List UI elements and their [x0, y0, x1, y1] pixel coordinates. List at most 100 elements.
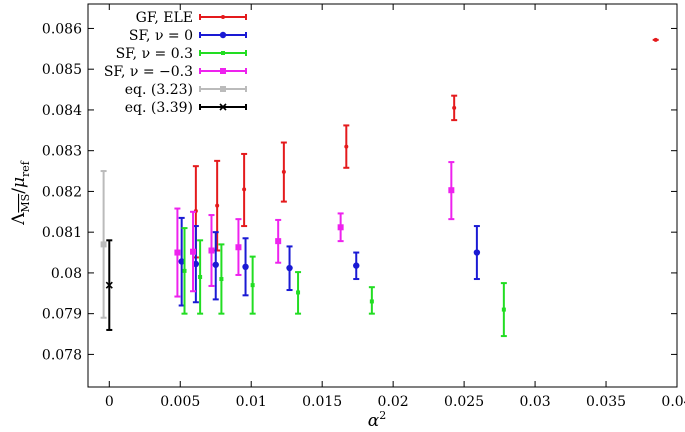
marker — [286, 264, 293, 272]
marker — [275, 238, 282, 245]
series-3 — [174, 161, 455, 298]
data-point — [178, 216, 185, 307]
y-tick-label: 0.085 — [42, 62, 82, 78]
marker — [473, 249, 481, 256]
data-point — [192, 225, 200, 304]
marker — [337, 224, 344, 231]
legend-label: SF, ν = 0.3 — [116, 46, 193, 62]
legend-marker — [219, 103, 227, 111]
legend-label: SF, ν = −0.3 — [104, 64, 193, 80]
data-point — [249, 255, 256, 315]
x-axis-label-sup: 2 — [379, 409, 386, 422]
data-point — [473, 225, 481, 281]
legend: GF, ELE SF, ν = 0 SF, ν = 0.3 SF, ν = −0.3 e… — [104, 10, 247, 116]
data-point — [105, 239, 113, 331]
marker — [281, 169, 286, 174]
x-tick-label: 0.04 — [661, 394, 685, 410]
data-point — [100, 170, 107, 319]
marker — [208, 247, 215, 254]
x-axis-label-base: α — [368, 411, 380, 431]
series-5 — [105, 239, 113, 331]
y-tick-label: 0.08 — [51, 266, 82, 282]
legend-marker — [220, 68, 226, 74]
marker — [212, 261, 219, 268]
marker — [353, 262, 360, 269]
data-point — [368, 286, 375, 315]
x-tick-label: 0.03 — [519, 394, 550, 410]
data-point — [343, 124, 350, 169]
marker — [182, 268, 187, 273]
y-axis-label-mu: μ — [9, 177, 29, 188]
x-tick-label: 0.015 — [302, 394, 342, 410]
marker — [369, 299, 374, 304]
marker — [242, 187, 247, 192]
data-point — [280, 141, 287, 203]
y-tick-label: 0.084 — [42, 103, 82, 119]
data-point — [190, 210, 197, 293]
x-tick-label: 0.01 — [236, 394, 267, 410]
marker — [105, 281, 113, 289]
x-axis-label: α2 — [368, 409, 386, 431]
y-tick-label: 0.081 — [42, 225, 82, 241]
marker — [198, 274, 203, 279]
marker — [192, 260, 200, 268]
x-tick-label: 0.02 — [378, 394, 409, 410]
x-tick-labels: 0 0.005 0.01 0.015 0.02 0.025 0.03 0.035 0.04 — [105, 394, 685, 410]
data-point — [500, 282, 507, 338]
legend-marker — [221, 15, 225, 19]
y-axis-label: ΛMS/μref — [9, 160, 32, 226]
legend-item: eq. (3.23) — [125, 82, 247, 98]
marker — [178, 258, 185, 265]
data-point — [235, 218, 242, 276]
marker — [190, 248, 197, 255]
data-point — [275, 218, 282, 264]
legend-item: SF, ν = −0.3 — [104, 64, 247, 80]
legend-label: GF, ELE — [136, 10, 193, 26]
marker — [100, 241, 107, 248]
data-point — [208, 214, 215, 287]
marker — [235, 244, 242, 251]
legend-item: SF, ν = 0 — [129, 28, 247, 44]
y-axis-label-sub: MS — [19, 194, 32, 213]
legend-label: eq. (3.39) — [125, 100, 193, 116]
data-point — [197, 239, 204, 315]
legend-label: SF, ν = 0 — [129, 28, 193, 44]
marker — [344, 144, 349, 149]
data-point — [295, 271, 302, 315]
y-tick-label: 0.082 — [42, 184, 82, 200]
data-point — [286, 245, 293, 292]
data-point — [241, 152, 248, 228]
legend-marker — [219, 31, 227, 39]
plot-frame — [87, 3, 678, 388]
legend-marker — [221, 51, 225, 55]
legend-marker — [220, 86, 226, 92]
x-tick-label: 0 — [105, 394, 114, 410]
marker — [242, 263, 249, 271]
data-point — [218, 243, 225, 315]
axis-ticks — [88, 4, 678, 387]
x-tick-label: 0.035 — [586, 394, 626, 410]
data-point — [337, 212, 344, 243]
data-point — [212, 231, 219, 301]
series-2 — [181, 227, 507, 338]
legend-item: GF, ELE — [136, 10, 247, 26]
marker — [452, 105, 457, 110]
data-point — [181, 227, 188, 315]
marker — [174, 249, 181, 256]
series-1 — [178, 216, 481, 307]
data-point — [451, 94, 458, 122]
marker — [501, 307, 506, 312]
y-axis-label-musub: ref — [19, 160, 32, 177]
marker — [653, 37, 658, 42]
data-point — [652, 37, 659, 42]
data-layer — [100, 37, 659, 338]
marker — [296, 290, 301, 295]
marker — [250, 283, 255, 288]
marker — [215, 203, 220, 208]
series-4 — [100, 170, 107, 319]
data-point — [174, 207, 181, 298]
marker — [448, 187, 455, 194]
y-tick-label: 0.079 — [42, 307, 82, 323]
legend-label: eq. (3.23) — [125, 82, 193, 98]
